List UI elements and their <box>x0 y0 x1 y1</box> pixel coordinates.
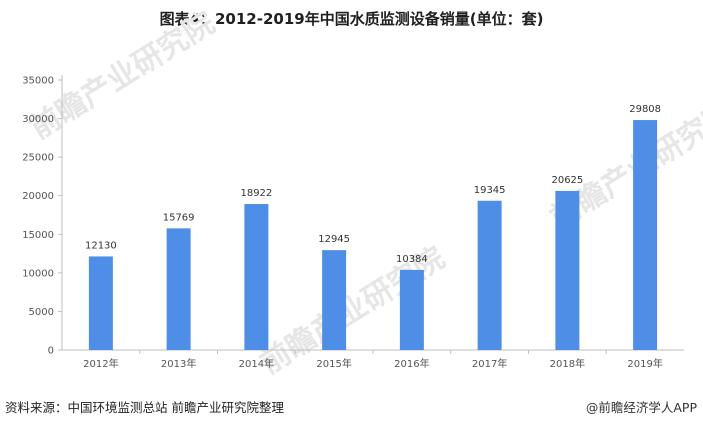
data-label: 18922 <box>240 188 272 199</box>
data-label: 10384 <box>396 254 428 265</box>
x-tick-label: 2012年 <box>83 357 118 370</box>
y-tick-label: 10000 <box>22 268 54 279</box>
data-label: 15769 <box>163 212 195 223</box>
y-tick-label: 35000 <box>22 76 54 87</box>
y-tick-label: 25000 <box>22 153 54 164</box>
x-tick-label: 2015年 <box>316 357 351 370</box>
data-label: 29808 <box>629 104 661 115</box>
x-tick-label: 2017年 <box>472 357 507 370</box>
source-note: 资料来源：中国环境监测总站 前瞻产业研究院整理 <box>5 400 284 415</box>
x-tick-label: 2016年 <box>394 357 429 370</box>
y-tick-label: 15000 <box>22 230 54 241</box>
x-tick-label: 2013年 <box>161 357 196 370</box>
bar <box>399 269 424 350</box>
bar <box>477 200 502 350</box>
y-tick-label: 5000 <box>29 307 54 318</box>
x-tick-label: 2018年 <box>550 357 585 370</box>
x-tick-label: 2014年 <box>239 357 274 370</box>
bar <box>88 256 113 350</box>
y-tick-label: 30000 <box>22 114 54 125</box>
chart-title: 图表4：2012-2019年中国水质监测设备销量(单位：套) <box>159 10 544 28</box>
y-tick-label: 0 <box>48 346 54 357</box>
x-tick-label: 2019年 <box>627 357 662 370</box>
bar <box>244 204 269 350</box>
bar <box>555 190 580 350</box>
data-label: 12945 <box>318 234 350 245</box>
bar <box>633 120 658 350</box>
bar <box>166 228 191 350</box>
data-label: 19345 <box>474 185 506 196</box>
y-tick-label: 20000 <box>22 191 54 202</box>
credit-note: @前瞻经济学人APP <box>585 400 697 415</box>
data-label: 12130 <box>85 240 117 251</box>
bar-chart: 0 5000 10000 15000 20000 25000 30000 35000 12130… <box>22 75 684 370</box>
data-label: 20625 <box>551 175 583 186</box>
bar <box>322 250 347 350</box>
